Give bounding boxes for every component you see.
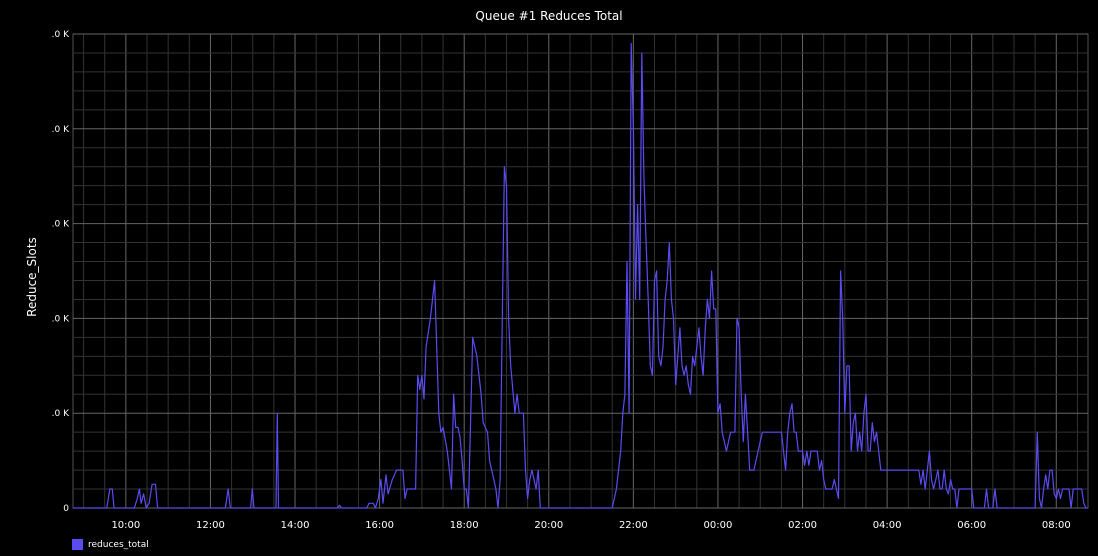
series-line-reduces_total bbox=[73, 42, 1088, 509]
chart-title: Queue #1 Reduces Total bbox=[475, 9, 623, 23]
x-tick-label: 08:00 bbox=[1042, 520, 1071, 531]
series-layer bbox=[73, 42, 1088, 509]
legend-label: reduces_total bbox=[88, 539, 149, 550]
x-tick-label: 00:00 bbox=[704, 520, 733, 531]
y-tick-label: .0 K bbox=[52, 125, 70, 135]
legend: reduces_total bbox=[72, 539, 149, 550]
x-tick-label: 02:00 bbox=[788, 520, 817, 531]
y-tick-label: .0 K bbox=[52, 30, 70, 40]
y-tick-label: .0 K bbox=[52, 220, 70, 230]
y-tick-label: .0 K bbox=[52, 314, 70, 324]
x-tick-label: 22:00 bbox=[619, 520, 648, 531]
y-tick-label: .0 K bbox=[52, 409, 70, 419]
x-tick-label: 12:00 bbox=[196, 520, 225, 531]
x-tick-label: 14:00 bbox=[281, 520, 310, 531]
x-tick-labels: 10:00 12:00 14:00 16:00 18:00 20:00 22:00 00:00… bbox=[111, 520, 1070, 531]
y-tick-label: 0 bbox=[63, 504, 69, 514]
grid bbox=[72, 33, 1089, 509]
y-tick-labels: 0 .0 K .0 K .0 K .0 K .0 K bbox=[52, 30, 70, 514]
x-tick-label: 18:00 bbox=[450, 520, 479, 531]
x-tick-label: 06:00 bbox=[957, 520, 986, 531]
x-tick-label: 20:00 bbox=[534, 520, 563, 531]
plot-frame bbox=[72, 33, 1089, 509]
legend-swatch bbox=[72, 539, 83, 550]
x-tick-label: 16:00 bbox=[365, 520, 394, 531]
x-tick-label: 04:00 bbox=[873, 520, 902, 531]
x-tick-label: 10:00 bbox=[111, 520, 140, 531]
